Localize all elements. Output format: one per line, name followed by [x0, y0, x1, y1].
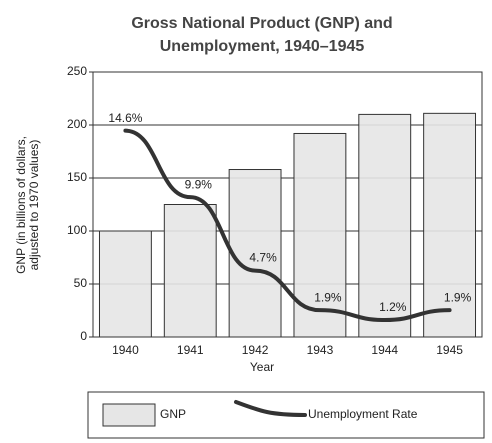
y-tick-label: 0	[80, 329, 87, 343]
bar	[358, 113, 412, 338]
x-tick-label: 1941	[177, 343, 204, 357]
data-label: 1.9%	[314, 290, 342, 304]
y-tick-label: 100	[67, 223, 87, 237]
legend-box	[87, 391, 485, 439]
bar	[98, 230, 152, 338]
x-tick-label: 1945	[436, 343, 463, 357]
x-tick-label: 1943	[307, 343, 334, 357]
data-label: 4.7%	[249, 251, 277, 265]
legend-label: Unemployment Rate	[308, 407, 418, 421]
data-label: 1.2%	[379, 300, 407, 314]
data-label: 9.9%	[185, 177, 213, 191]
bar	[163, 204, 217, 338]
line	[123, 128, 452, 323]
y-tick-label: 200	[67, 117, 87, 131]
x-tick-label: 1940	[112, 343, 139, 357]
y-tick-label: 50	[74, 276, 88, 290]
y-axis-label: GNP (in billions of dollars, adjusted to…	[14, 136, 41, 274]
y-tick-label: 250	[67, 64, 87, 78]
x-tick-label: 1944	[371, 343, 398, 357]
legend-swatch	[102, 403, 156, 427]
y-axis-label-line: adjusted to 1970 values)	[27, 140, 41, 271]
data-label: 14.6%	[108, 111, 142, 125]
chart-title: Gross National Product (GNP) and	[131, 15, 392, 32]
bar	[423, 112, 477, 338]
data-label: 1.9%	[444, 290, 472, 304]
chart-title: Unemployment, 1940–1945	[160, 38, 365, 55]
y-axis-label-line: GNP (in billions of dollars,	[14, 136, 28, 274]
legend-swatch	[234, 400, 307, 417]
x-axis-label: Year	[250, 360, 274, 374]
bar	[228, 169, 282, 338]
x-tick-label: 1942	[242, 343, 269, 357]
y-tick-label: 150	[67, 170, 87, 184]
legend-label: GNP	[160, 407, 186, 421]
